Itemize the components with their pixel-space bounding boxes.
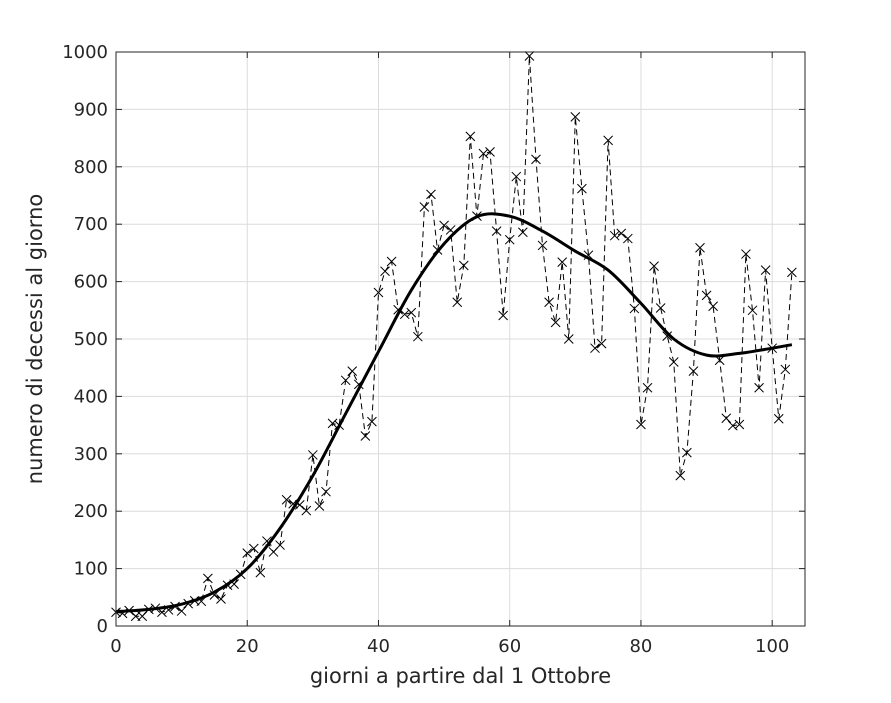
data-point-marker (399, 309, 410, 320)
y-tick-label: 900 (74, 99, 108, 120)
data-point-marker (485, 147, 495, 157)
y-tick-label: 400 (74, 386, 108, 407)
x-tick-label: 40 (367, 636, 390, 657)
data-point-marker (380, 266, 390, 277)
data-point-marker (321, 486, 331, 497)
data-point-marker (675, 470, 686, 481)
data-point-marker (570, 112, 581, 122)
data-point-marker (668, 357, 679, 367)
data-point-marker (734, 419, 745, 430)
y-tick-label: 100 (74, 559, 108, 580)
data-point-marker (281, 494, 292, 505)
data-point-marker (787, 267, 797, 278)
data-point-marker (557, 257, 568, 267)
data-point-marker (603, 135, 613, 146)
y-tick-label: 1000 (62, 42, 108, 63)
data-point-marker (439, 220, 449, 231)
data-point-marker (511, 171, 522, 182)
data-point-marker (347, 366, 358, 376)
data-point-marker (721, 413, 732, 424)
data-point-marker (682, 447, 692, 458)
data-point-marker (701, 290, 712, 301)
data-point-marker (419, 202, 430, 212)
data-point-marker (314, 501, 325, 511)
data-point-marker (203, 573, 213, 584)
x-tick-label: 80 (629, 636, 652, 657)
data-point-marker (550, 317, 561, 328)
data-point-marker (537, 240, 548, 251)
data-point-marker (465, 131, 476, 142)
data-point-marker (655, 303, 666, 313)
data-point-marker (754, 382, 764, 393)
y-tick-label: 0 (97, 616, 108, 637)
data-point-marker (590, 343, 600, 354)
data-point-marker (524, 51, 535, 61)
data-point-marker (688, 366, 699, 376)
y-tick-label: 800 (74, 157, 108, 178)
data-point-marker (695, 242, 705, 253)
data-point-marker (616, 228, 627, 239)
data-point-marker (747, 305, 758, 316)
y-tick-label: 200 (74, 501, 108, 522)
data-point-marker (649, 261, 659, 271)
y-tick-label: 600 (74, 272, 108, 293)
data-point-marker (412, 331, 423, 342)
data-point-marker (517, 227, 528, 238)
y-axis-title: numero di decessi al giorno (23, 194, 47, 484)
data-point-marker (478, 148, 489, 159)
data-point-marker (708, 301, 718, 312)
data-point-marker (367, 416, 377, 427)
data-point-marker (760, 265, 771, 275)
x-tick-label: 0 (110, 636, 121, 657)
x-axis-title: giorni a partire dal 1 Ottobre (310, 664, 611, 688)
x-tick-label: 100 (755, 636, 789, 657)
series-area (111, 51, 797, 622)
data-point-marker (242, 548, 253, 558)
data-point-marker (596, 338, 607, 349)
data-point-marker (491, 226, 502, 236)
data-point-marker (452, 297, 463, 308)
data-point-marker (255, 567, 266, 578)
data-point-marker (741, 249, 751, 259)
data-point-marker (609, 230, 620, 241)
data-point-marker (360, 431, 371, 441)
y-tick-label: 300 (74, 444, 108, 465)
data-point-marker (275, 540, 285, 550)
data-point-marker (406, 307, 417, 318)
data-point-marker (176, 606, 187, 616)
data-point-marker (544, 297, 554, 308)
data-point-marker (563, 334, 574, 344)
data-point-marker (426, 189, 436, 200)
data-point-marker (248, 543, 259, 554)
x-tick-label: 60 (498, 636, 521, 657)
axis-ticks: 0 20 40 60 80 1000100200300400500600700800900… (62, 42, 805, 657)
data-point-marker (498, 310, 509, 321)
data-point-marker (504, 234, 515, 245)
data-point-marker (629, 303, 640, 314)
data-point-marker (386, 256, 397, 267)
smoothed-trend-line (115, 212, 793, 614)
grid (115, 51, 805, 627)
data-point-marker (780, 364, 791, 375)
data-point-marker (662, 331, 673, 341)
y-tick-label: 500 (74, 329, 108, 350)
data-point-marker (636, 419, 646, 430)
data-point-marker (642, 382, 653, 393)
y-tick-label: 700 (74, 214, 108, 235)
data-point-marker (308, 450, 318, 460)
data-point-marker (531, 154, 541, 165)
data-point-marker (216, 594, 226, 604)
data-point-marker (327, 418, 338, 429)
data-point-marker (458, 260, 469, 271)
data-point-marker (577, 183, 587, 194)
x-tick-label: 20 (236, 636, 259, 657)
data-point-marker (301, 505, 312, 516)
data-point-marker (373, 287, 384, 298)
data-point-marker (340, 375, 351, 386)
data-point-marker (622, 233, 633, 244)
data-point-marker (773, 413, 784, 424)
